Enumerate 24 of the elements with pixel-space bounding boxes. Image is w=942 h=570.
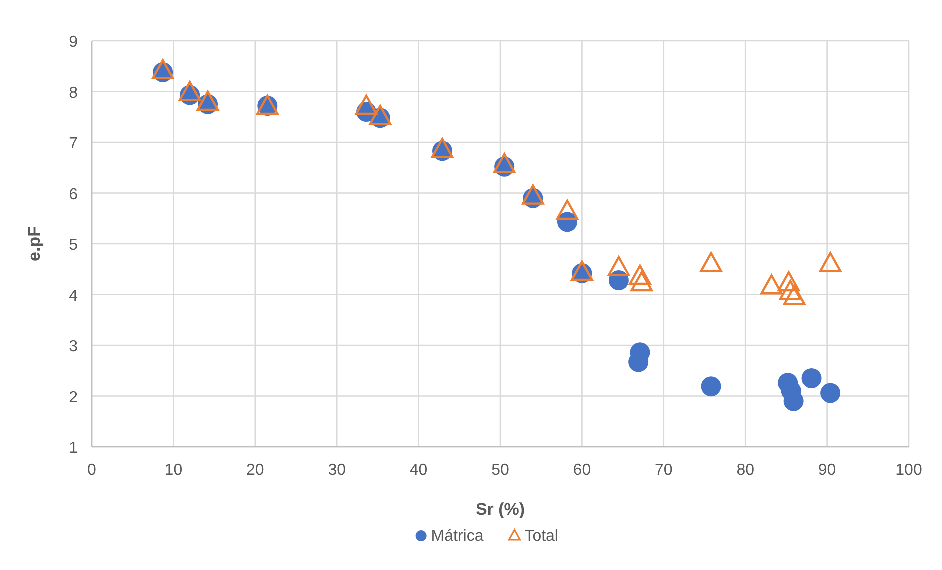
x-tick-label: 50 <box>492 462 510 479</box>
y-tick-label: 4 <box>69 288 78 305</box>
y-tick-label: 9 <box>69 34 78 51</box>
y-tick-label: 7 <box>69 136 78 152</box>
x-tick-label: 20 <box>246 462 264 479</box>
x-axis-title: Sr (%) <box>476 500 526 519</box>
x-tick-label: 80 <box>736 462 755 479</box>
y-tick-label: 8 <box>69 84 78 102</box>
x-tick-label: 30 <box>328 462 346 479</box>
legend-label: Mátrica <box>431 528 484 545</box>
x-tick-label: 60 <box>573 462 592 479</box>
x-tick-label: 0 <box>88 462 97 479</box>
x-tick-label: 40 <box>410 462 428 479</box>
y-axis-title: e.pF <box>25 226 44 262</box>
legend-label: Total <box>524 528 558 545</box>
y-tick-label: 5 <box>69 237 78 254</box>
y-tick-label: 2 <box>69 389 78 406</box>
x-tick-label: 100 <box>896 462 922 479</box>
x-tick-label: 10 <box>164 462 183 479</box>
x-tick-label: 90 <box>818 462 836 479</box>
x-tick-label: 70 <box>655 462 673 479</box>
y-tick-label: 3 <box>69 338 78 356</box>
y-tick-label: 1 <box>69 440 78 457</box>
y-tick-label: 6 <box>69 186 78 204</box>
